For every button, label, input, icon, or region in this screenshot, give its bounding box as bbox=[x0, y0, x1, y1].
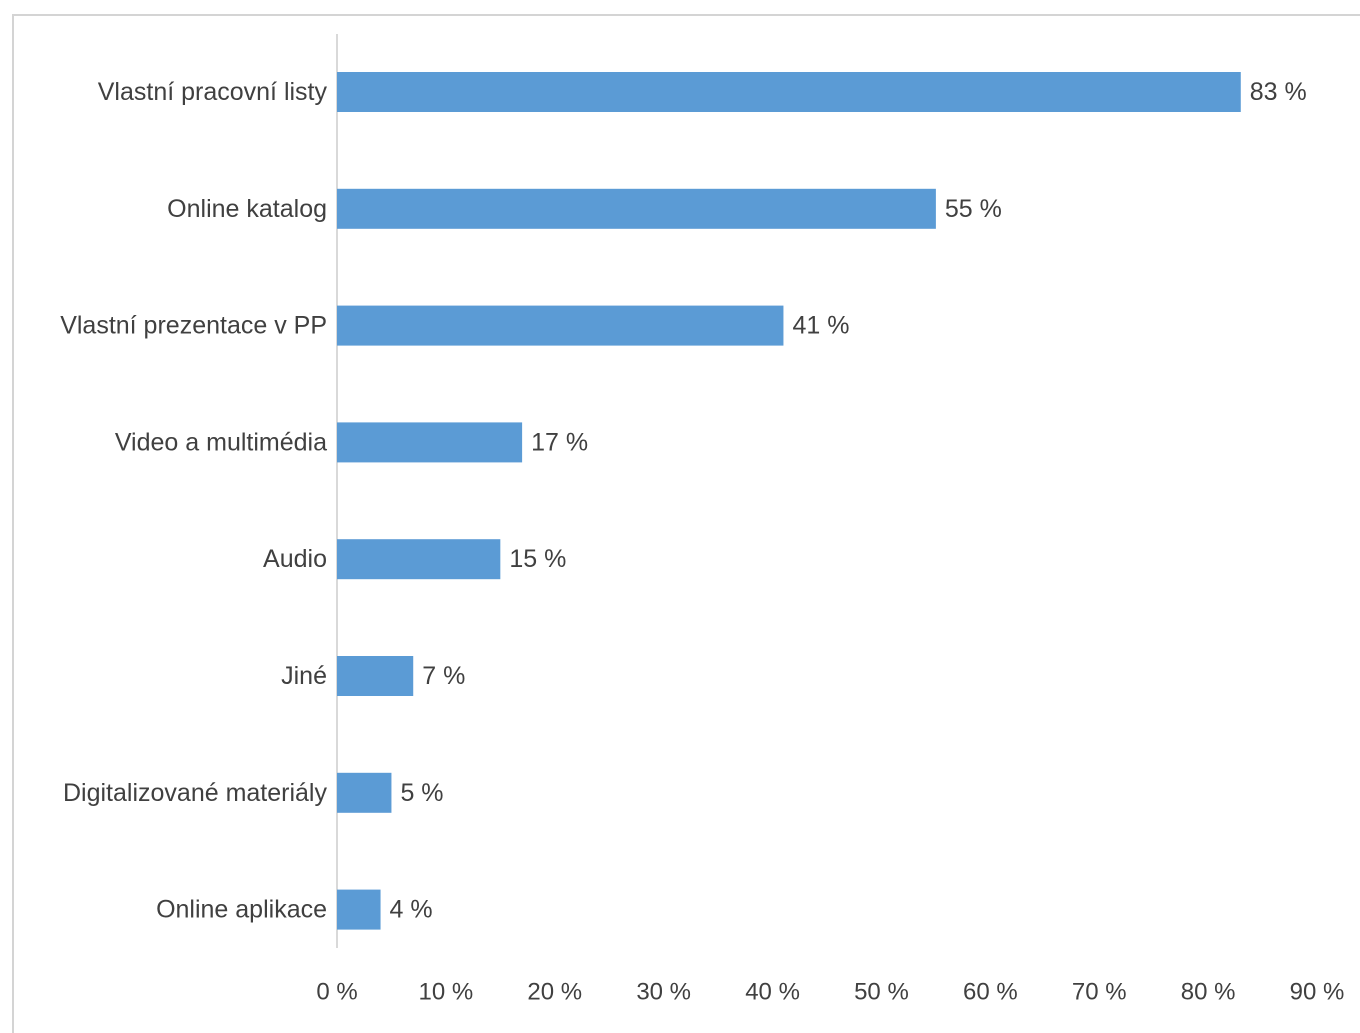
data-label: 41 % bbox=[792, 312, 849, 340]
data-label: 55 % bbox=[945, 195, 1002, 223]
chart-frame bbox=[12, 14, 1360, 1033]
data-label: 17 % bbox=[531, 428, 588, 456]
x-tick-label: 80 % bbox=[1181, 979, 1236, 1006]
category-label: Online katalog bbox=[167, 195, 327, 223]
x-tick-label: 20 % bbox=[527, 979, 582, 1006]
bar bbox=[337, 772, 392, 813]
bar bbox=[337, 889, 381, 930]
x-tick-label: 50 % bbox=[854, 979, 909, 1006]
data-labels-group: 83 % 55 % 41 % 17 % 15 % 7 % 5 % 4 % bbox=[390, 78, 1307, 924]
bar bbox=[337, 305, 784, 346]
category-label: Vlastní prezentace v PP bbox=[60, 312, 327, 340]
x-tick-labels-group: 0 % 10 % 20 % 30 % 40 % 50 % 60 % 70 % 80 % 90 % bbox=[316, 979, 1344, 1006]
x-tick-label: 90 % bbox=[1290, 979, 1345, 1006]
data-label: 15 % bbox=[509, 545, 566, 573]
category-labels-group: Vlastní pracovní listy Online katalog Vlas… bbox=[60, 78, 327, 924]
data-label: 7 % bbox=[422, 662, 465, 690]
x-tick-label: 0 % bbox=[316, 979, 357, 1006]
bar bbox=[337, 539, 501, 580]
x-tick-label: 60 % bbox=[963, 979, 1018, 1006]
bar bbox=[337, 656, 414, 696]
category-label: Video a multimédia bbox=[115, 428, 327, 456]
category-label: Audio bbox=[263, 545, 327, 573]
category-label: Digitalizované materiály bbox=[63, 779, 328, 807]
category-label: Vlastní pracovní listy bbox=[98, 78, 328, 106]
data-label: 4 % bbox=[390, 896, 433, 924]
bars-group bbox=[337, 72, 1241, 930]
data-label: 83 % bbox=[1250, 78, 1307, 106]
x-tick-label: 10 % bbox=[419, 979, 474, 1006]
x-tick-label: 70 % bbox=[1072, 979, 1127, 1006]
x-tick-label: 40 % bbox=[745, 979, 800, 1006]
x-tick-label: 30 % bbox=[636, 979, 691, 1006]
category-label: Online aplikace bbox=[156, 896, 327, 924]
category-label: Jiné bbox=[281, 662, 327, 690]
data-label: 5 % bbox=[400, 779, 443, 807]
bar bbox=[337, 72, 1241, 112]
bar bbox=[337, 422, 523, 463]
bar bbox=[337, 188, 936, 229]
